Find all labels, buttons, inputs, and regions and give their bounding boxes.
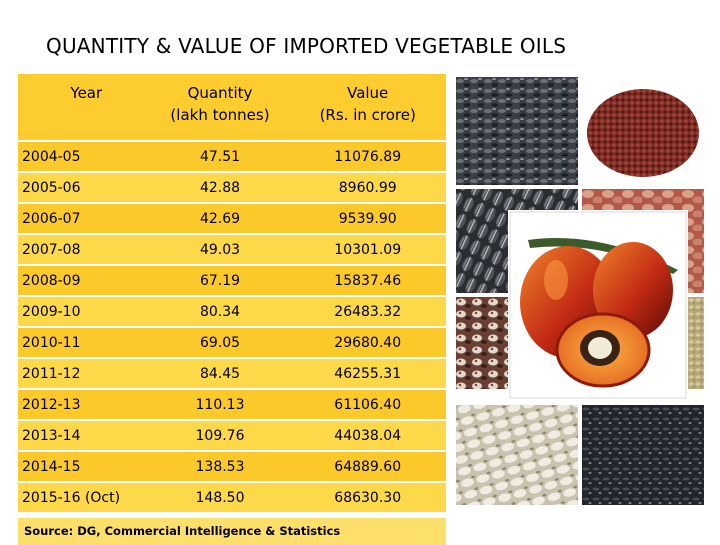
cell-quantity: 49.03 — [150, 234, 290, 266]
cell-quantity: 42.88 — [150, 172, 290, 204]
cell-quantity: 109.76 — [150, 420, 290, 452]
table-row: 2004-05 47.51 11076.89 — [18, 141, 446, 173]
cell-value: 29680.40 — [289, 327, 446, 359]
black-seeds-image — [456, 77, 578, 185]
header-value-line1: Value — [347, 84, 389, 102]
cell-year: 2008-09 — [18, 265, 151, 297]
source-note: Source: DG, Commercial Intelligence & St… — [18, 518, 446, 545]
cell-year: 2005-06 — [18, 172, 151, 204]
cell-value: 26483.32 — [289, 296, 446, 328]
cell-quantity: 80.34 — [150, 296, 290, 328]
import-table-container: Year Quantity (lakh tonnes) Value (Rs. i… — [18, 74, 446, 545]
header-value-line2: (Rs. in crore) — [319, 106, 416, 124]
table-row: 2010-11 69.05 29680.40 — [18, 327, 446, 359]
cell-year: 2010-11 — [18, 327, 151, 359]
table-row: 2005-06 42.88 8960.99 — [18, 172, 446, 204]
table-row: 2007-08 49.03 10301.09 — [18, 234, 446, 266]
table-row: 2008-09 67.19 15837.46 — [18, 265, 446, 297]
cell-value: 11076.89 — [289, 141, 446, 173]
cell-value: 8960.99 — [289, 172, 446, 204]
cell-quantity: 110.13 — [150, 389, 290, 421]
table-row: 2012-13 110.13 61106.40 — [18, 389, 446, 421]
cell-value: 44038.04 — [289, 420, 446, 452]
cell-quantity: 138.53 — [150, 451, 290, 483]
cell-value: 68630.30 — [289, 482, 446, 514]
header-quantity-line2: (lakh tonnes) — [170, 106, 270, 124]
cell-value: 9539.90 — [289, 203, 446, 235]
cell-year: 2007-08 — [18, 234, 151, 266]
import-table: Year Quantity (lakh tonnes) Value (Rs. i… — [18, 74, 446, 514]
cell-year: 2011-12 — [18, 358, 151, 390]
cell-value: 15837.46 — [289, 265, 446, 297]
cell-quantity: 47.51 — [150, 141, 290, 173]
cell-year: 2015-16 (Oct) — [18, 482, 151, 514]
slide-title: QUANTITY & VALUE OF IMPORTED VEGETABLE O… — [46, 34, 567, 58]
header-year: Year — [18, 74, 151, 142]
cell-quantity: 84.45 — [150, 358, 290, 390]
cell-year: 2009-10 — [18, 296, 151, 328]
table-row: 2015-16 (Oct) 148.50 68630.30 — [18, 482, 446, 514]
cell-quantity: 67.19 — [150, 265, 290, 297]
safflower-seeds-image — [456, 405, 578, 505]
table-row: 2013-14 109.76 44038.04 — [18, 420, 446, 452]
table-row: 2009-10 80.34 26483.32 — [18, 296, 446, 328]
cell-year: 2013-14 — [18, 420, 151, 452]
niger-seeds-image — [582, 405, 704, 505]
table-row: 2011-12 84.45 46255.31 — [18, 358, 446, 390]
cell-value: 64889.60 — [289, 451, 446, 483]
cell-value: 61106.40 — [289, 389, 446, 421]
table-header-row: Year Quantity (lakh tonnes) Value (Rs. i… — [18, 74, 446, 142]
cell-year: 2012-13 — [18, 389, 151, 421]
header-quantity: Quantity (lakh tonnes) — [150, 74, 290, 142]
cell-value: 46255.31 — [289, 358, 446, 390]
oil-palm-fruit-image — [508, 210, 688, 400]
header-value: Value (Rs. in crore) — [289, 74, 446, 142]
mustard-seeds-image — [582, 77, 704, 185]
table-row: 2006-07 42.69 9539.90 — [18, 203, 446, 235]
cell-quantity: 42.69 — [150, 203, 290, 235]
table-row: 2014-15 138.53 64889.60 — [18, 451, 446, 483]
cell-year: 2014-15 — [18, 451, 151, 483]
cell-value: 10301.09 — [289, 234, 446, 266]
cell-quantity: 69.05 — [150, 327, 290, 359]
header-quantity-line1: Quantity — [187, 84, 253, 102]
cell-quantity: 148.50 — [150, 482, 290, 514]
cell-year: 2004-05 — [18, 141, 151, 173]
cell-year: 2006-07 — [18, 203, 151, 235]
